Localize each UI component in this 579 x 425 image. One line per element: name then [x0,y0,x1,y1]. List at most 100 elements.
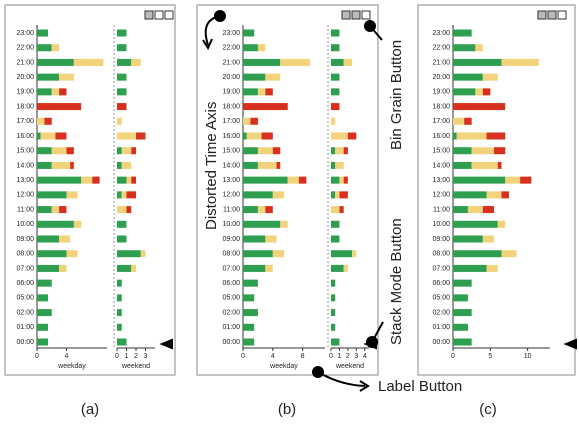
bar-segment [59,73,74,81]
y-tick-label: 21:00 [432,59,450,66]
bar-segment [335,147,344,155]
bar-segment [66,147,74,155]
bar-segment [140,250,146,258]
y-tick-label: 10:00 [432,221,450,228]
y-tick-label: 22:00 [16,45,34,52]
bar-segment [453,73,483,81]
bar-segment [131,147,136,155]
y-tick-label: 21:00 [222,59,240,66]
bar-segment [37,250,67,258]
bar-segment [453,161,472,169]
bar-segment [131,58,141,66]
y-tick-label: 00:00 [222,339,240,346]
bar-segment [117,338,127,346]
x-tick-label: 0 [451,353,455,360]
bar-segment [453,206,468,214]
bar-segment [331,206,340,214]
bar-segment [117,220,127,228]
label-button[interactable] [159,338,173,350]
bar-segment [44,117,52,125]
bar-segment [331,279,336,287]
bar-segment [453,191,487,199]
bar-segment [257,44,266,52]
bar-segment [59,235,71,243]
bar-segment [117,250,141,258]
bar-segment [475,44,483,52]
bar-segment [482,88,491,96]
x-axis-label: weekday [57,363,86,370]
y-tick-label: 20:00 [432,74,450,81]
y-tick-label: 02:00 [432,309,450,316]
bar-segment [265,264,273,272]
bar-segment [126,176,132,184]
bar-segment [121,147,132,155]
bar-segment [520,176,532,184]
bar-segment [243,220,281,228]
bar-segment [494,147,506,155]
bar-segment [331,176,340,184]
bar-segment [482,73,498,81]
y-tick-label: 06:00 [16,280,34,287]
bar-segment [453,29,472,37]
y-tick-label: 22:00 [432,45,450,52]
bar-segment [497,161,502,169]
x-tick-label: 8 [301,353,305,360]
bar-segment [37,206,52,214]
y-tick-label: 18:00 [16,103,34,110]
button[interactable] [361,10,371,20]
bar-segment [471,161,498,169]
bar-segment [352,250,357,258]
bar-segment [453,338,472,346]
bar-segment [37,323,49,331]
bar-segment [243,88,258,96]
bar-segment [331,191,336,199]
label-button[interactable] [563,338,577,350]
bar-segment [73,220,82,228]
bar-segment [453,88,476,96]
button[interactable] [144,10,154,20]
bar-segment [117,161,122,169]
bar-segment [331,161,336,169]
bar-segment [246,132,262,140]
button[interactable] [547,10,557,20]
y-tick-label: 12:00 [16,192,34,199]
bar-segment [117,44,127,52]
bar-segment [331,132,348,140]
bar-segment [331,294,336,302]
annotation: Bin Grain Button [388,40,405,150]
bar-segment [51,88,60,96]
y-tick-label: 12:00 [222,192,240,199]
bar-segment [37,161,52,169]
bar-segment [453,279,472,287]
bar-segment [453,117,465,125]
button[interactable] [341,10,351,20]
bar-segment [117,323,122,331]
label-button[interactable] [363,338,377,350]
button[interactable] [557,10,567,20]
button[interactable] [537,10,547,20]
bar-segment [331,58,344,66]
y-tick-label: 10:00 [222,221,240,228]
bar-segment [453,250,502,258]
bar-segment [37,191,67,199]
bar-segment [335,191,340,199]
bar-segment [453,176,506,184]
bar-segment [331,264,344,272]
button[interactable] [154,10,164,20]
bar-segment [243,58,281,66]
bar-segment [331,73,340,81]
y-tick-label: 19:00 [222,89,240,96]
y-tick-label: 02:00 [222,309,240,316]
y-tick-label: 08:00 [222,251,240,258]
y-tick-label: 11:00 [17,206,34,213]
y-tick-label: 05:00 [222,295,240,302]
caption: (b) [278,401,296,418]
bar-segment [453,147,472,155]
bar-segment [92,176,100,184]
bar-segment [467,206,483,214]
y-tick-label: 13:00 [432,177,450,184]
bar-segment [37,279,52,287]
y-tick-label: 02:00 [16,309,34,316]
button[interactable] [164,10,174,20]
button[interactable] [351,10,361,20]
